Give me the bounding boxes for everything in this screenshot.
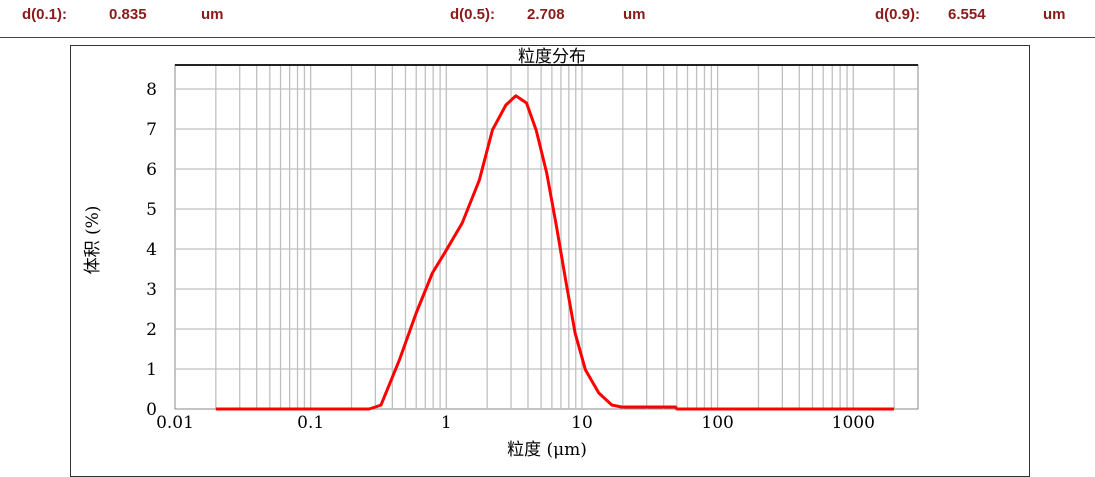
- y-tick-label: 3: [146, 280, 157, 300]
- d50-label: d(0.5):: [450, 6, 495, 23]
- x-axis-label: 粒度 (μm): [507, 440, 587, 460]
- d10-label: d(0.1):: [22, 6, 67, 23]
- x-tick-label: 1000: [832, 413, 875, 433]
- d50-unit: um: [623, 6, 646, 23]
- d90-label: d(0.9):: [875, 6, 920, 23]
- plot-area: [174, 64, 919, 410]
- y-tick-label: 2: [146, 320, 157, 340]
- chart-title: 粒度分布: [518, 47, 586, 67]
- y-tick-label: 5: [146, 200, 157, 220]
- d90-value: 6.554: [948, 6, 986, 23]
- y-axis-label: 体积 (%): [83, 206, 103, 275]
- x-tick-label: 10: [571, 413, 593, 433]
- y-tick-label: 7: [146, 120, 157, 140]
- y-tick-label: 6: [146, 160, 157, 180]
- y-tick-label: 8: [146, 80, 157, 100]
- x-tick-label: 100: [701, 413, 733, 433]
- d50-value: 2.708: [527, 6, 565, 23]
- grid: [174, 64, 919, 410]
- y-tick-label: 4: [146, 240, 157, 260]
- d10-unit: um: [201, 6, 224, 23]
- x-tick-label: 0.1: [297, 413, 324, 433]
- x-tick-label: 0.01: [156, 413, 194, 433]
- header-divider: [0, 37, 1095, 38]
- x-tick-label: 1: [441, 413, 452, 433]
- y-tick-label: 1: [146, 360, 157, 380]
- d90-unit: um: [1043, 6, 1066, 23]
- y-tick-label: 0: [146, 400, 157, 420]
- series-line: [215, 94, 895, 411]
- tick-labels: 0 1 2 3 4 5 6 7 8 0.01 0.1 1 10 100 1000: [146, 80, 875, 433]
- d10-value: 0.835: [109, 6, 147, 23]
